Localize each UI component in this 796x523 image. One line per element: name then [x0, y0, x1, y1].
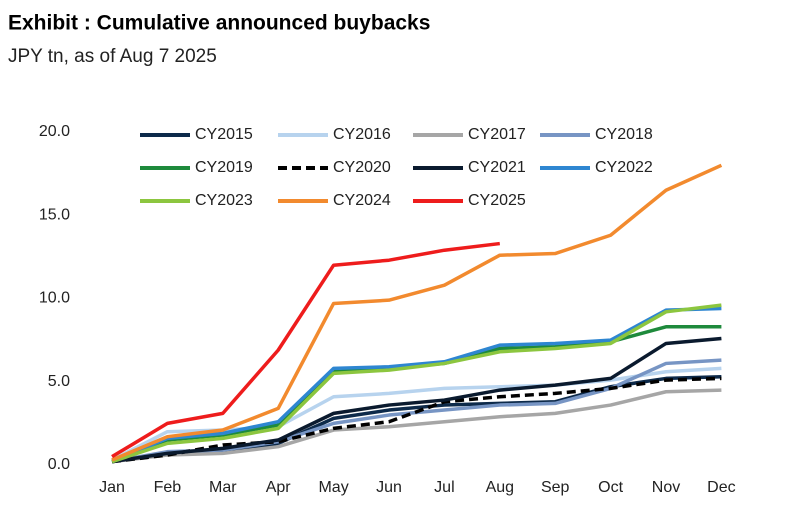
chart-title: Exhibit : Cumulative announced buybacks [8, 12, 430, 35]
y-tick-label: 10.0 [39, 290, 70, 307]
series-line [111, 306, 722, 464]
x-tick-label: Jul [434, 479, 454, 496]
legend-label: CY2025 [468, 192, 526, 209]
y-tick-label: 20.0 [39, 123, 70, 140]
series-line [111, 376, 722, 464]
legend-label: CY2024 [333, 192, 391, 209]
legend-label: CY2020 [333, 159, 391, 176]
x-tick-label: Jan [99, 479, 125, 496]
y-tick-label: 15.0 [39, 206, 70, 223]
legend-label: CY2019 [195, 159, 253, 176]
series-line [111, 303, 722, 464]
legend-label: CY2022 [595, 159, 653, 176]
x-tick-label: Feb [154, 479, 182, 496]
legend-label: CY2018 [595, 126, 653, 143]
series-line [111, 336, 722, 464]
x-tick-label: Sep [541, 479, 570, 496]
x-tick-label: Aug [486, 479, 514, 496]
series-line [111, 163, 723, 462]
y-tick-label: 0.0 [48, 456, 70, 473]
legend-label: CY2023 [195, 192, 253, 209]
x-tick-label: Oct [598, 479, 623, 496]
x-tick-label: Mar [209, 479, 237, 496]
legend-label: CY2016 [333, 126, 391, 143]
series-line [111, 388, 722, 464]
chart-subtitle: JPY tn, as of Aug 7 2025 [8, 46, 217, 67]
x-tick-label: Nov [652, 479, 680, 496]
x-tick-label: Dec [707, 479, 735, 496]
legend-label: CY2015 [195, 126, 253, 143]
legend-label: CY2021 [468, 159, 526, 176]
x-tick-label: Apr [266, 479, 292, 496]
series-line [111, 241, 501, 459]
x-tick-label: May [318, 479, 348, 496]
legend-label: CY2017 [468, 126, 526, 143]
x-tick-label: Jun [376, 479, 402, 496]
y-tick-label: 5.0 [48, 373, 70, 390]
